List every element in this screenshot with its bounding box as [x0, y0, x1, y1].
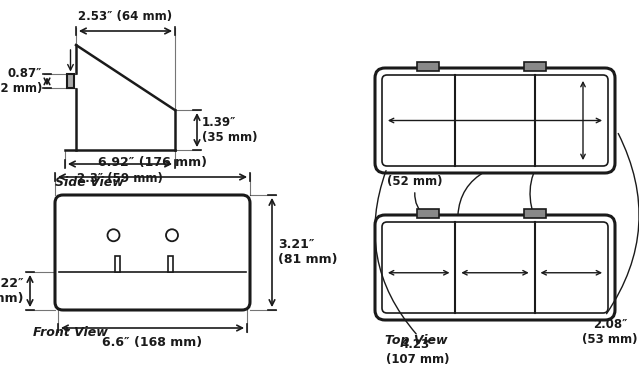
- Text: 2.06″
(52 mm): 2.06″ (52 mm): [460, 140, 516, 168]
- Text: Side View: Side View: [55, 176, 124, 189]
- Text: 2.06″
(52 mm): 2.06″ (52 mm): [387, 160, 443, 188]
- Text: 2.53″ (64 mm): 2.53″ (64 mm): [79, 10, 173, 23]
- Bar: [167, 256, 173, 272]
- Text: 0.87″
(22 mm): 0.87″ (22 mm): [0, 67, 42, 95]
- Bar: [523, 62, 546, 71]
- Bar: [67, 74, 74, 88]
- FancyBboxPatch shape: [375, 215, 615, 320]
- Text: 2.3″ (59 mm): 2.3″ (59 mm): [77, 172, 163, 185]
- Text: 4.23″
(107 mm): 4.23″ (107 mm): [386, 338, 450, 366]
- Bar: [523, 209, 546, 218]
- Bar: [115, 256, 120, 272]
- FancyBboxPatch shape: [382, 75, 608, 166]
- FancyBboxPatch shape: [382, 222, 608, 313]
- Bar: [417, 209, 439, 218]
- Text: 3.21″
(81 mm): 3.21″ (81 mm): [278, 239, 337, 267]
- Bar: [417, 62, 439, 71]
- Text: Top View: Top View: [385, 334, 447, 347]
- FancyBboxPatch shape: [55, 195, 250, 310]
- Text: 2.06″
(52 mm): 2.06″ (52 mm): [520, 120, 576, 148]
- Text: 2.22″
(56 mm): 2.22″ (56 mm): [0, 277, 24, 305]
- Text: 2.08″
(53 mm): 2.08″ (53 mm): [582, 318, 638, 346]
- Text: Front View: Front View: [33, 326, 108, 339]
- Text: 6.92″ (176 mm): 6.92″ (176 mm): [98, 156, 207, 169]
- Text: 6.6″ (168 mm): 6.6″ (168 mm): [102, 336, 203, 349]
- FancyBboxPatch shape: [375, 68, 615, 173]
- Text: 1.39″
(35 mm): 1.39″ (35 mm): [202, 116, 258, 144]
